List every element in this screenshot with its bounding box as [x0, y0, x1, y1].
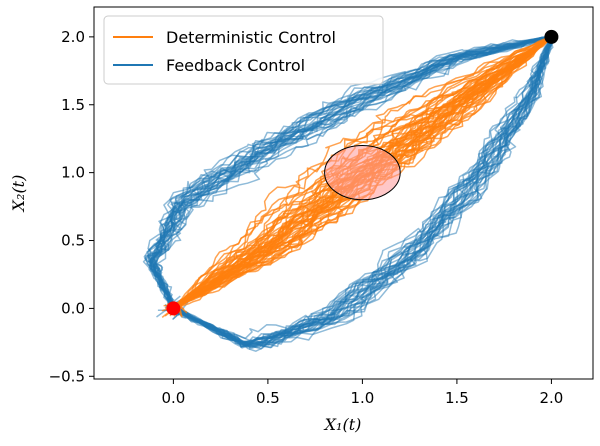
plot-frame	[93, 6, 594, 380]
feedback-trajectory	[170, 36, 552, 348]
feedback-trajectory	[177, 35, 551, 345]
x-tick-label: 0.0	[161, 389, 185, 407]
y-tick-label: 2.0	[61, 28, 85, 46]
x-axis-label: X₁(t)	[323, 415, 362, 434]
legend-box	[103, 15, 384, 85]
y-tick-label: 0.0	[61, 299, 85, 317]
y-tick-label: 1.0	[61, 164, 85, 182]
x-tick-label: 2.0	[539, 389, 563, 407]
end-point-marker	[544, 29, 559, 44]
x-tick-label: 1.5	[445, 389, 469, 407]
y-axis-label: X₂(t)	[9, 175, 28, 214]
feedback-trajectory	[147, 35, 552, 306]
start-point-marker	[166, 301, 181, 316]
x-tick-label: 0.5	[256, 389, 280, 407]
legend-label-deterministic: Deterministic Control	[166, 28, 336, 47]
feedback-trajectory	[176, 35, 554, 349]
feedback-trajectory	[179, 35, 554, 349]
target-ellipse	[324, 144, 401, 201]
y-tick-label: 1.5	[61, 96, 85, 114]
axis-ticks: 0.0 0.5 1.0 1.5 2.0 −0.5 0.0 0.5 1.0 1.5 2.0	[49, 28, 564, 407]
feedback-trajectory	[164, 36, 553, 345]
legend: Deterministic Control Feedback Control	[103, 15, 384, 85]
y-tick-label: 0.5	[61, 232, 85, 250]
y-tick-label: −0.5	[49, 367, 85, 385]
legend-label-feedback: Feedback Control	[166, 56, 305, 75]
feedback-trajectory	[163, 38, 554, 340]
x-tick-label: 1.0	[350, 389, 374, 407]
feedback-trajectory	[178, 38, 552, 350]
plot-area	[142, 29, 559, 352]
feedback-trajectory	[147, 35, 554, 313]
